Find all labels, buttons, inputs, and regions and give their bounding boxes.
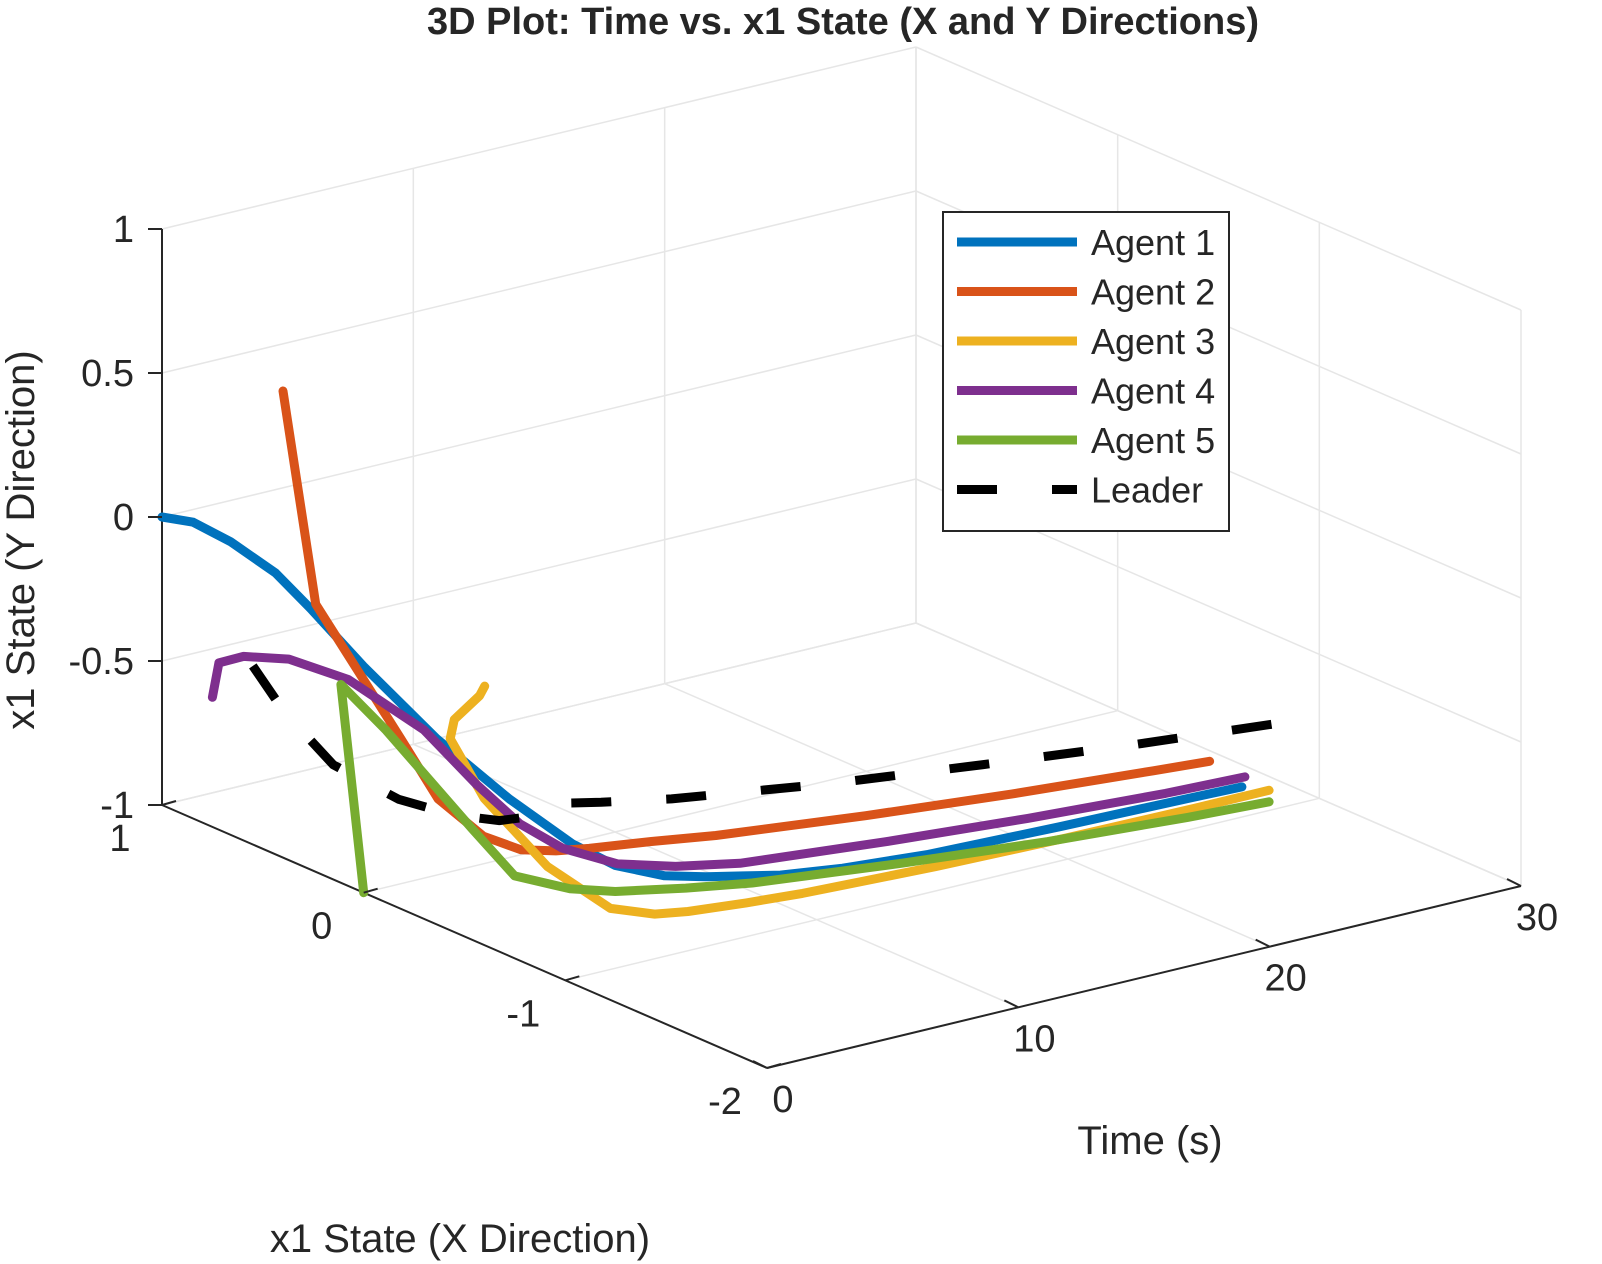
grid-line — [161, 478, 917, 662]
series-line-leader — [249, 663, 1280, 826]
grid-line — [664, 682, 1270, 948]
grid-line — [161, 622, 917, 806]
legend-box — [942, 211, 1230, 532]
time-tick-label: 0 — [772, 1079, 793, 1121]
legend-entry-label: Agent 2 — [1091, 272, 1215, 313]
legend-entry-label: Leader — [1091, 470, 1203, 511]
legend-entry-label: Agent 3 — [1091, 321, 1215, 362]
y-state-axis-label: x1 State (Y Direction) — [0, 350, 43, 729]
legend-entry-label: Agent 4 — [1091, 371, 1215, 412]
grid-line — [161, 334, 917, 518]
x-state-tick-label: -2 — [708, 1081, 742, 1123]
y-state-tick-label: -1 — [100, 785, 134, 827]
y-state-tick-label: 1 — [113, 209, 134, 251]
series-line-agent-1 — [157, 512, 1247, 882]
y-state-tick-label: 0.5 — [81, 353, 134, 395]
series-line-agent-4 — [207, 651, 1250, 871]
time-tick-label: 30 — [1516, 897, 1558, 939]
grid-line — [161, 190, 917, 374]
chart-legend: Agent 1 Agent 2 Agent 3 Agent 4 Agent 5 Leade… — [942, 211, 1230, 532]
grid-line — [363, 709, 1118, 894]
time-tick-label: 20 — [1265, 958, 1307, 1000]
chart-grid — [161, 46, 1522, 1069]
x-state-tick-mark — [161, 800, 177, 806]
time-tick-label: 10 — [1013, 1018, 1055, 1060]
time-axis-label: Time (s) — [1077, 1119, 1222, 1163]
x-state-axis-label: x1 State (X Direction) — [270, 1217, 650, 1261]
x-state-tick-label: 1 — [109, 818, 130, 860]
series-line-agent-5 — [336, 680, 1274, 898]
time-axis-line — [766, 885, 1522, 1069]
legend-entry-label: Agent 5 — [1091, 420, 1215, 461]
x-state-tick-label: 0 — [311, 906, 332, 948]
grid-line — [915, 622, 1522, 887]
chart-axes — [161, 229, 1522, 1069]
time-tick-mark — [752, 1060, 768, 1069]
y-state-tick-label: 0 — [113, 497, 134, 539]
chart-title: 3D Plot: Time vs. x1 State (X and Y Dire… — [427, 1, 1259, 43]
grid-line — [565, 797, 1320, 982]
grid-line — [915, 46, 1522, 311]
grid-line — [161, 46, 917, 230]
y-state-tick-label: -0.5 — [69, 641, 134, 683]
time-tick-mark — [1255, 938, 1271, 948]
x-state-tick-label: -1 — [506, 993, 540, 1035]
chart-series — [157, 386, 1280, 919]
x-state-axis-line — [161, 804, 768, 1069]
x-state-tick-mark — [565, 975, 580, 982]
x-state-tick-mark — [766, 1063, 782, 1069]
legend-entry-label: Agent 1 — [1091, 222, 1215, 263]
time-tick-mark — [1003, 999, 1019, 1009]
x-state-tick-mark — [363, 887, 378, 894]
time-tick-mark — [1506, 878, 1522, 887]
